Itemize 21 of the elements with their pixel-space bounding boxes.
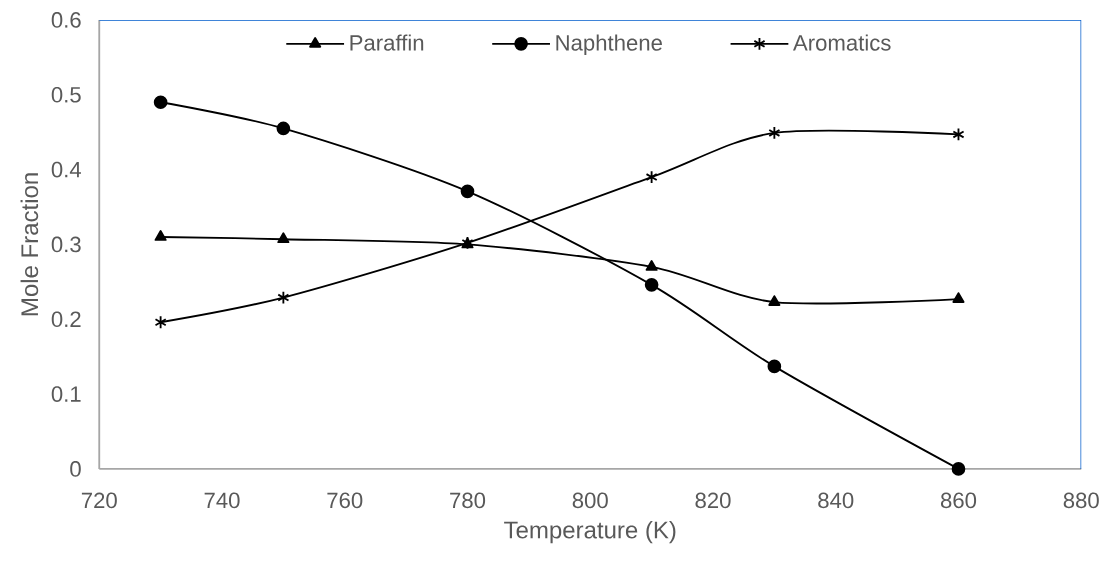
legend-label: Aromatics <box>792 34 891 51</box>
legend-label: Naphthene <box>556 34 662 55</box>
y-tick-label: 0.4 <box>51 161 81 178</box>
legend-label: Paraffin <box>350 34 424 51</box>
y-tick-label: 0.3 <box>51 236 81 253</box>
y-tick-label: 0.2 <box>51 311 81 327</box>
y-tick-label: 0.6 <box>51 11 81 28</box>
x-tick-label: 820 <box>695 492 731 509</box>
x-tick-label: 860 <box>940 492 977 509</box>
x-tick-label: 740 <box>204 492 240 509</box>
y-tick-label: 0.5 <box>51 86 81 103</box>
x-tick-label: 880 <box>1063 492 1099 509</box>
y-tick-label: 0 <box>70 460 81 477</box>
x-tick-label: 720 <box>81 492 117 509</box>
x-tick-label: 780 <box>450 492 486 509</box>
x-tick-label: 800 <box>572 492 608 509</box>
x-tick-label: 840 <box>818 492 854 509</box>
x-tick-label: 760 <box>327 492 363 509</box>
x-axis-title: Temperature (K) <box>504 520 676 544</box>
y-axis-title: Mole Fraction <box>20 173 39 315</box>
y-tick-label: 0.1 <box>51 386 81 402</box>
